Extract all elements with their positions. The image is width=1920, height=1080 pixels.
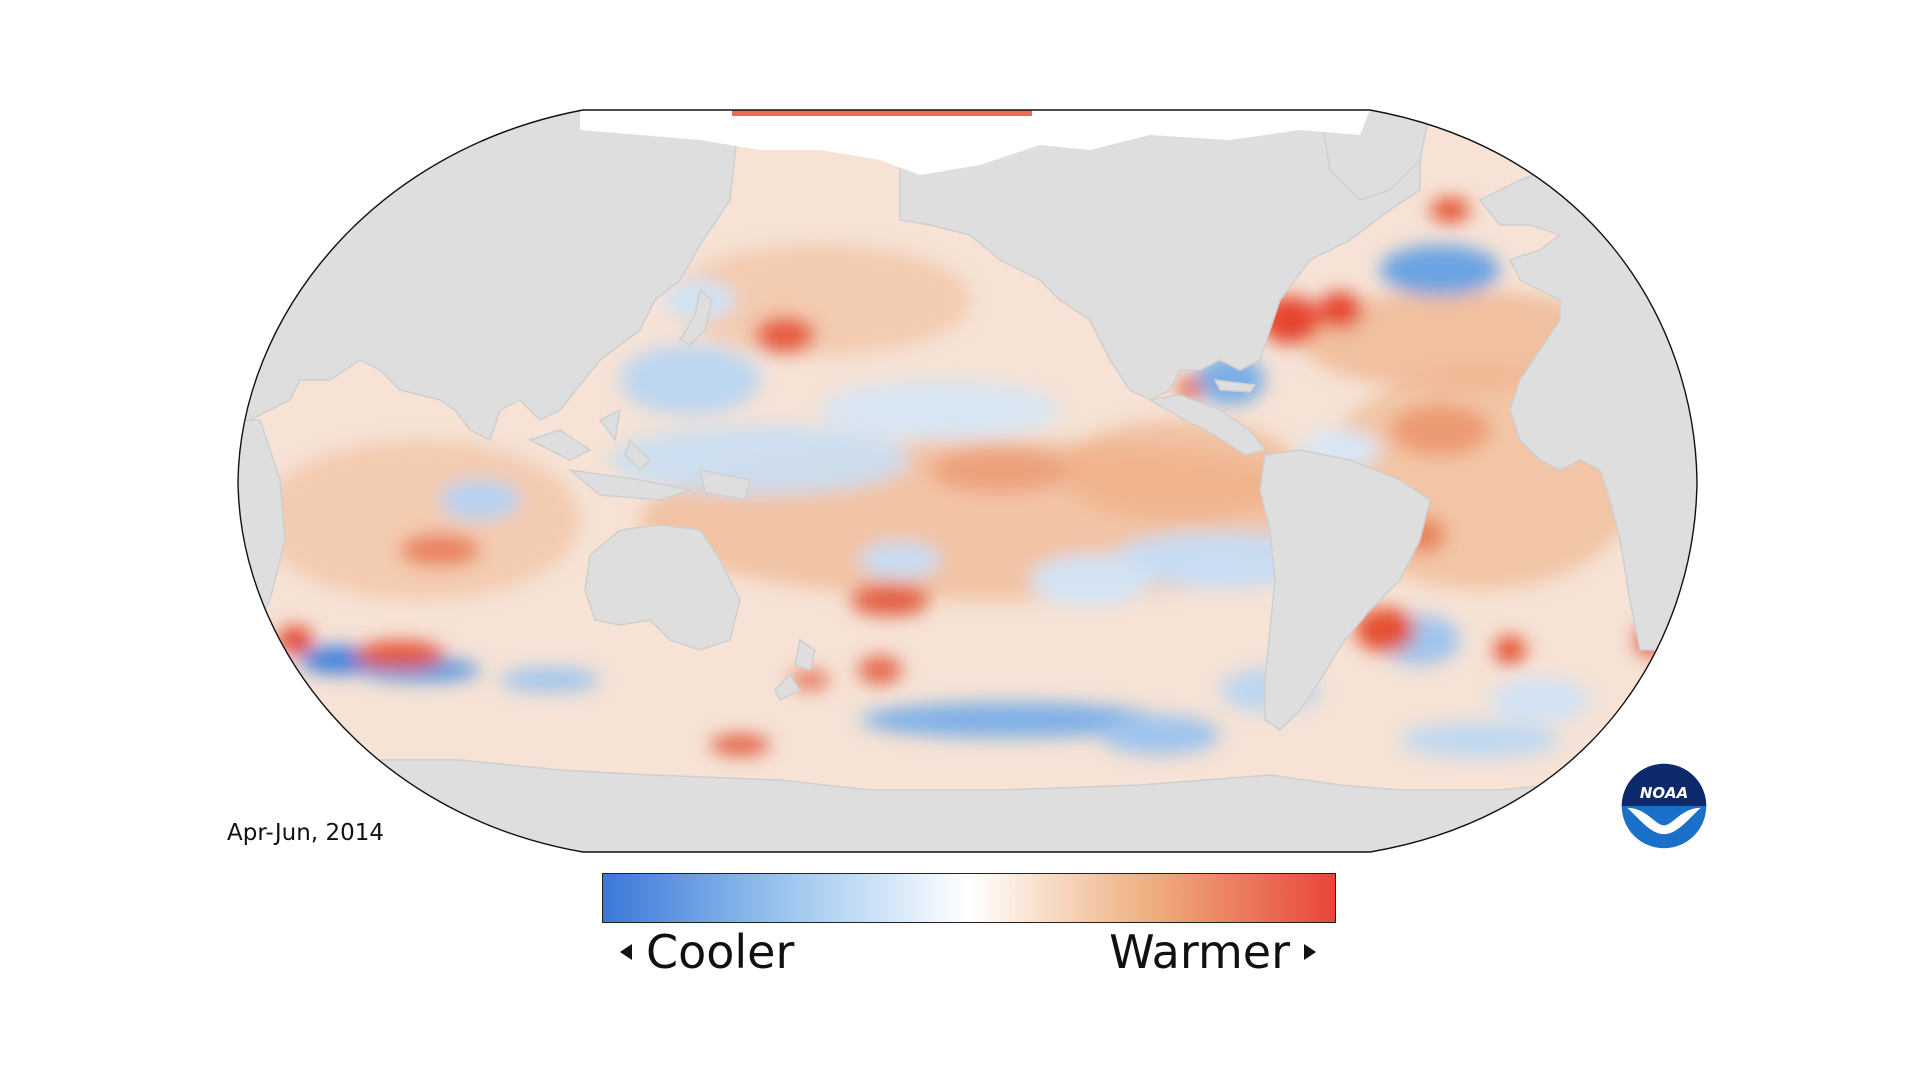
arctic-warm-strip bbox=[732, 110, 1032, 116]
legend-labels: Cooler Warmer bbox=[602, 925, 1336, 985]
arrow-left-icon bbox=[620, 944, 632, 960]
legend-high: Warmer bbox=[1109, 925, 1316, 979]
colorbar bbox=[602, 873, 1336, 923]
legend-high-label: Warmer bbox=[1109, 925, 1290, 979]
legend-low: Cooler bbox=[620, 925, 794, 979]
map-body bbox=[238, 110, 1697, 852]
arctic-ice bbox=[580, 110, 1370, 175]
color-legend: Cooler Warmer bbox=[602, 873, 1336, 985]
legend-low-label: Cooler bbox=[646, 925, 795, 979]
arrow-right-icon bbox=[1304, 944, 1316, 960]
noaa-logo-icon: NOAA bbox=[1621, 763, 1707, 849]
noaa-logo-text: NOAA bbox=[1640, 784, 1688, 802]
map-border bbox=[237, 109, 1698, 853]
period-label: Apr-Jun, 2014 bbox=[227, 820, 384, 846]
